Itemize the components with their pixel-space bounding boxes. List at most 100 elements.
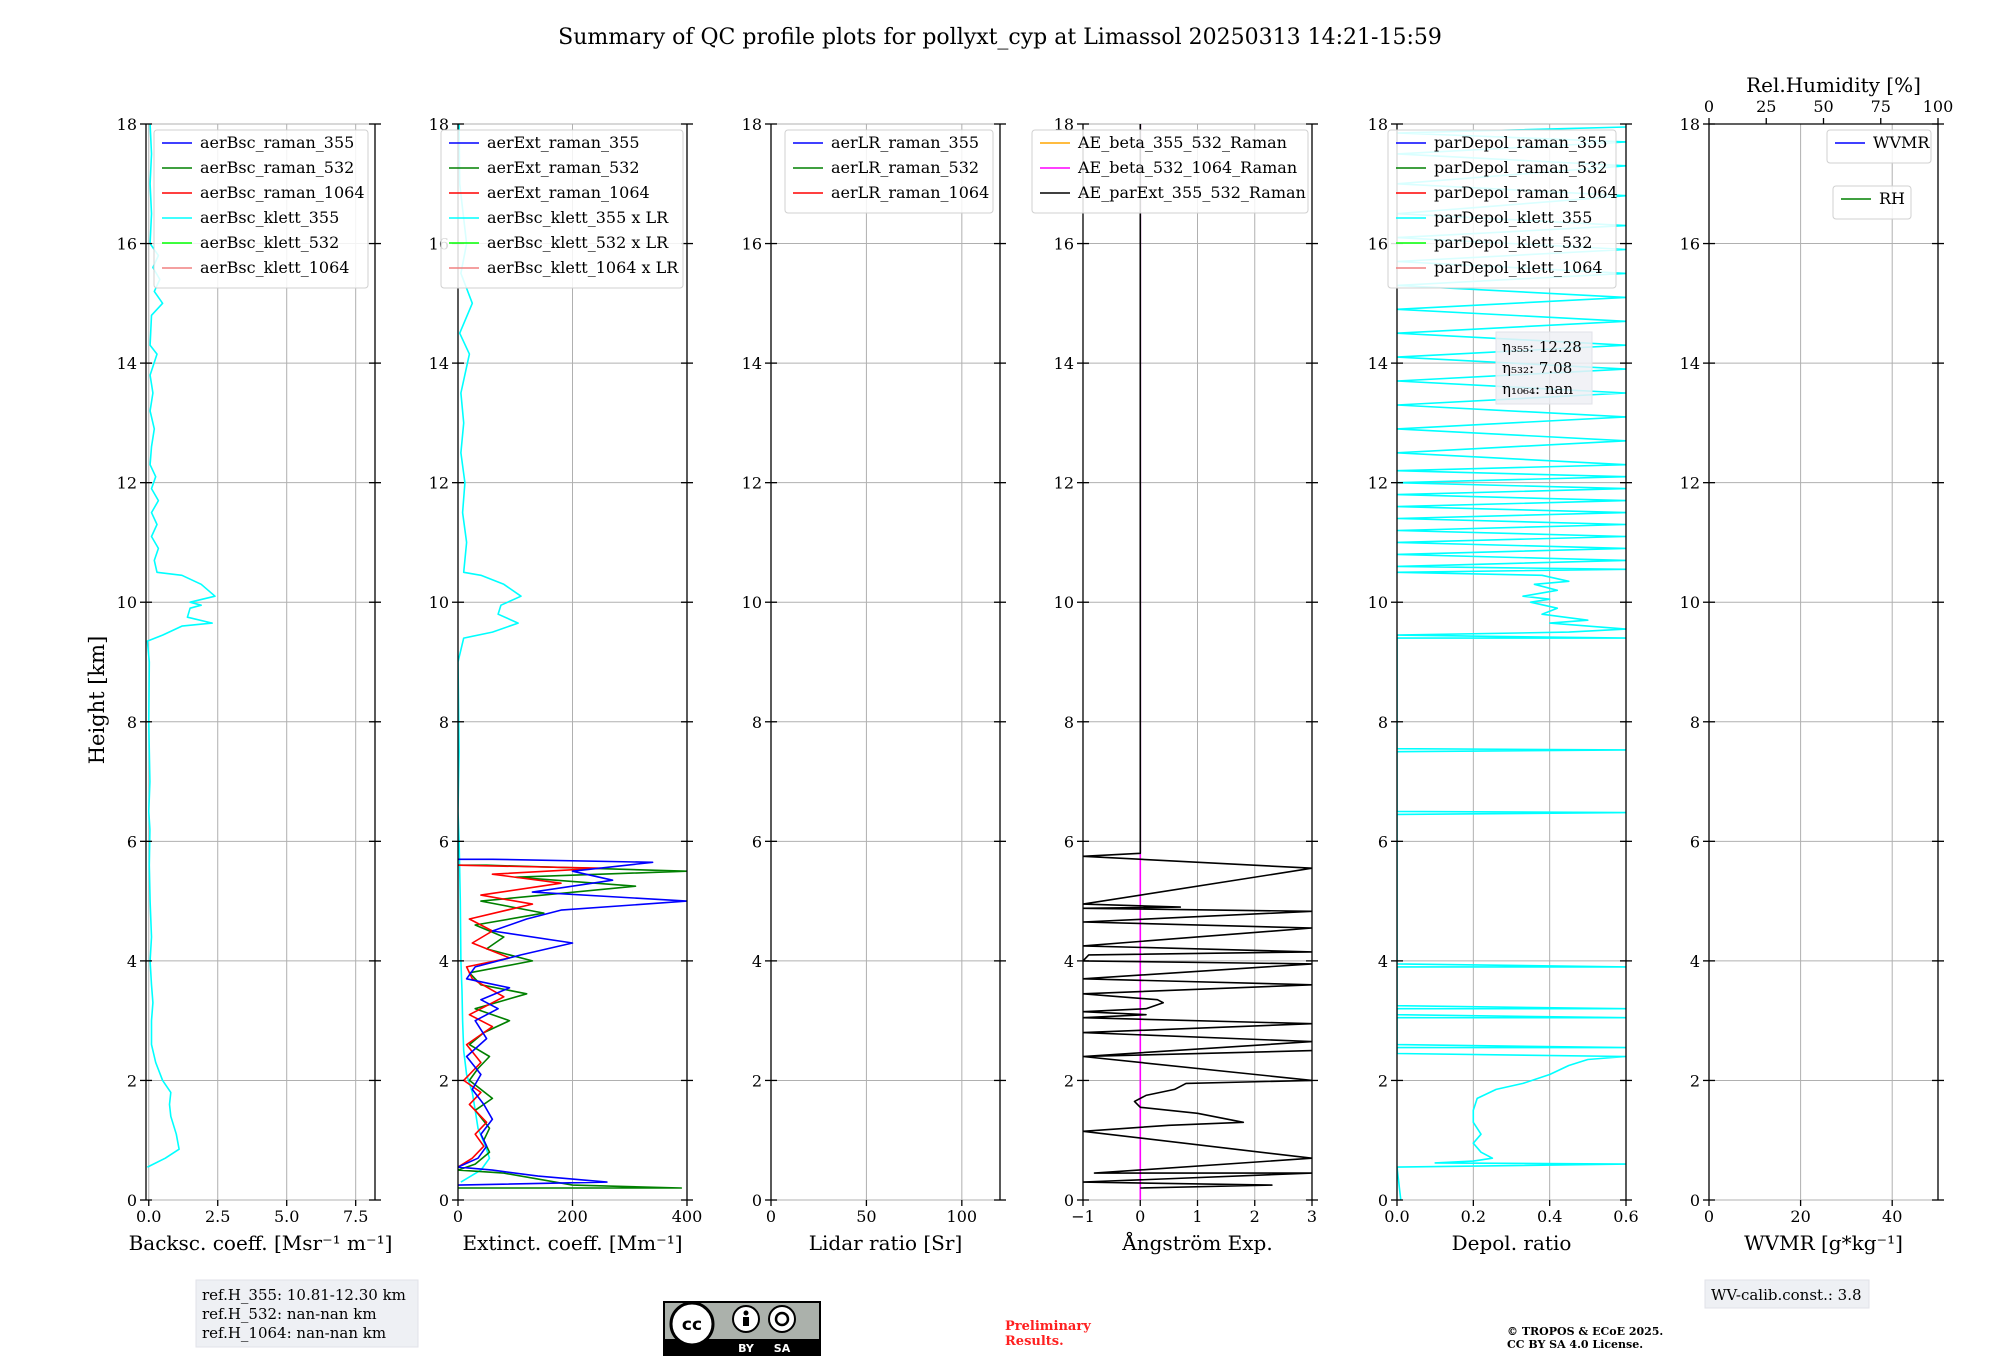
- share-alike-icon: [768, 1305, 796, 1333]
- chart-title: Summary of QC profile plots for pollyxt_…: [558, 25, 1442, 50]
- eta-annotation: η₃₅₅: 12.28 η₅₃₂: 7.08 η₁₀₆₄: nan: [1495, 331, 1593, 405]
- legend-entry: parDepol_klett_532: [1434, 233, 1592, 252]
- x-tick-label: 0.2: [1461, 1207, 1486, 1226]
- panel-backscatter: 0 2 4 6 8 10 12 14 16 18 0.0 2.5 5.0 7.5 Backsc. coeff…: [117, 115, 393, 1255]
- top-x-tick-label: 0: [1704, 97, 1714, 116]
- y-tick-label: 2: [439, 1071, 449, 1090]
- legend-entry: aerLR_raman_532: [831, 158, 979, 177]
- y-tick-label: 14: [1368, 354, 1388, 373]
- legend-frame: [153, 129, 369, 289]
- x-tick-label: 7.5: [343, 1207, 368, 1226]
- legend: parDepol_raman_355 parDepol_raman_532 parD…: [1387, 129, 1618, 289]
- y-tick-label: 16: [1054, 235, 1074, 254]
- legend-entry: AE_beta_532_1064_Raman: [1077, 158, 1297, 177]
- y-tick-label: 4: [1690, 952, 1700, 971]
- legend-frame: [1031, 129, 1309, 214]
- series-line-aerExt_raman_532: [458, 864, 687, 1189]
- y-tick-label: 8: [1690, 713, 1700, 732]
- y-tick-label: 16: [742, 235, 762, 254]
- y-tick-label: 0: [752, 1191, 762, 1210]
- legend-entry: aerBsc_klett_355 x LR: [487, 208, 669, 227]
- y-tick-label: 0: [1690, 1191, 1700, 1210]
- legend-frame: [1826, 129, 1932, 164]
- y-tick-label: 12: [117, 474, 137, 493]
- legend-entry: RH: [1879, 189, 1905, 208]
- refh-info-box: ref.H_355: 10.81-12.30 km ref.H_532: nan…: [195, 1279, 419, 1348]
- y-tick-label: 2: [1690, 1071, 1700, 1090]
- x-tick-label: 0: [1135, 1207, 1145, 1226]
- preliminary-line2: Results.: [1005, 1334, 1064, 1349]
- y-tick-label: 8: [1064, 713, 1074, 732]
- y-tick-label: 0: [1378, 1191, 1388, 1210]
- legend-entry: aerBsc_raman_1064: [200, 183, 365, 202]
- y-tick-label: 18: [1054, 115, 1074, 134]
- y-tick-label: 10: [429, 593, 449, 612]
- y-tick-label: 0: [439, 1191, 449, 1210]
- series-group: [1397, 126, 1626, 1200]
- wv-calib: WV-calib.const.: 3.8: [1711, 1286, 1862, 1304]
- legend-entry: aerExt_raman_1064: [487, 183, 650, 202]
- y-tick-label: 2: [752, 1071, 762, 1090]
- y-tick-label: 16: [117, 235, 137, 254]
- x-axis-label: WVMR [g*kg⁻¹]: [1744, 1231, 1903, 1255]
- x-tick-label: 50: [856, 1207, 876, 1226]
- y-tick-label: 4: [1378, 952, 1388, 971]
- x-tick-label: 0.4: [1537, 1207, 1562, 1226]
- cc-text: cc: [682, 1315, 702, 1335]
- legend: aerBsc_raman_355 aerBsc_raman_532 aerBsc_r…: [153, 129, 369, 289]
- y-tick-label: 2: [127, 1071, 137, 1090]
- x-tick-label: −1: [1071, 1207, 1095, 1226]
- series-line-aerBsc_klett_355 x LR: [458, 124, 522, 1183]
- y-tick-label: 18: [742, 115, 762, 134]
- y-tick-label: 16: [1368, 235, 1388, 254]
- cc-license-badge: cc BY SA: [663, 1301, 821, 1356]
- eta-box: [1495, 331, 1593, 405]
- y-tick-label: 18: [1368, 115, 1388, 134]
- x-tick-label: 3: [1307, 1207, 1317, 1226]
- y-tick-label: 12: [1368, 474, 1388, 493]
- y-tick-label: 16: [1680, 235, 1700, 254]
- y-tick-label: 10: [1054, 593, 1074, 612]
- panel-depol: 0 2 4 6 8 10 12 14 16 18 0.0 0.2 0.4 0.6 Depol. ratio p…: [1368, 115, 1639, 1255]
- x-tick-label: 400: [672, 1207, 703, 1226]
- x-tick-label: 2.5: [205, 1207, 230, 1226]
- top-x-tick-label: 75: [1871, 97, 1891, 116]
- y-tick-label: 18: [429, 115, 449, 134]
- legend-entry: parDepol_klett_355: [1434, 208, 1592, 227]
- x-axis-label: Depol. ratio: [1452, 1231, 1572, 1255]
- legend-entry: aerBsc_klett_1064 x LR: [487, 258, 679, 277]
- legend-entry: aerLR_raman_1064: [831, 183, 989, 202]
- series-line-aerExt_raman_1064: [458, 864, 602, 1168]
- y-tick-label: 6: [1064, 832, 1074, 851]
- y-tick-label: 4: [439, 952, 449, 971]
- eta-532: η₅₃₂: 7.08: [1502, 359, 1572, 377]
- x-tick-label: 100: [947, 1207, 978, 1226]
- y-tick-label: 8: [1378, 713, 1388, 732]
- y-tick-label: 14: [429, 354, 449, 373]
- eta-1064: η₁₀₆₄: nan: [1502, 380, 1573, 398]
- top-x-tick-label: 25: [1756, 97, 1776, 116]
- refh-532: ref.H_532: nan-nan km: [202, 1305, 377, 1323]
- x-tick-label: 2: [1250, 1207, 1260, 1226]
- y-tick-label: 12: [742, 474, 762, 493]
- y-tick-label: 10: [117, 593, 137, 612]
- copyright-line2: CC BY SA 4.0 License.: [1507, 1338, 1643, 1351]
- series-group: [458, 124, 687, 1189]
- legend-frame: [1832, 185, 1912, 220]
- refh-355: ref.H_355: 10.81-12.30 km: [202, 1286, 406, 1304]
- y-tick-label: 8: [752, 713, 762, 732]
- x-tick-label: 0.0: [1384, 1207, 1409, 1226]
- cc-icon: [669, 1301, 715, 1347]
- legend-entry: aerExt_raman_532: [487, 158, 640, 177]
- x-tick-label: 0.0: [136, 1207, 161, 1226]
- legend-entry: aerExt_raman_355: [487, 133, 640, 152]
- y-tick-label: 6: [1378, 832, 1388, 851]
- y-tick-label: 8: [439, 713, 449, 732]
- series-group: [146, 124, 216, 1168]
- legend-entry: aerBsc_klett_532 x LR: [487, 233, 669, 252]
- legend-frame: [440, 129, 684, 289]
- legend-entry: aerBsc_klett_532: [200, 233, 339, 252]
